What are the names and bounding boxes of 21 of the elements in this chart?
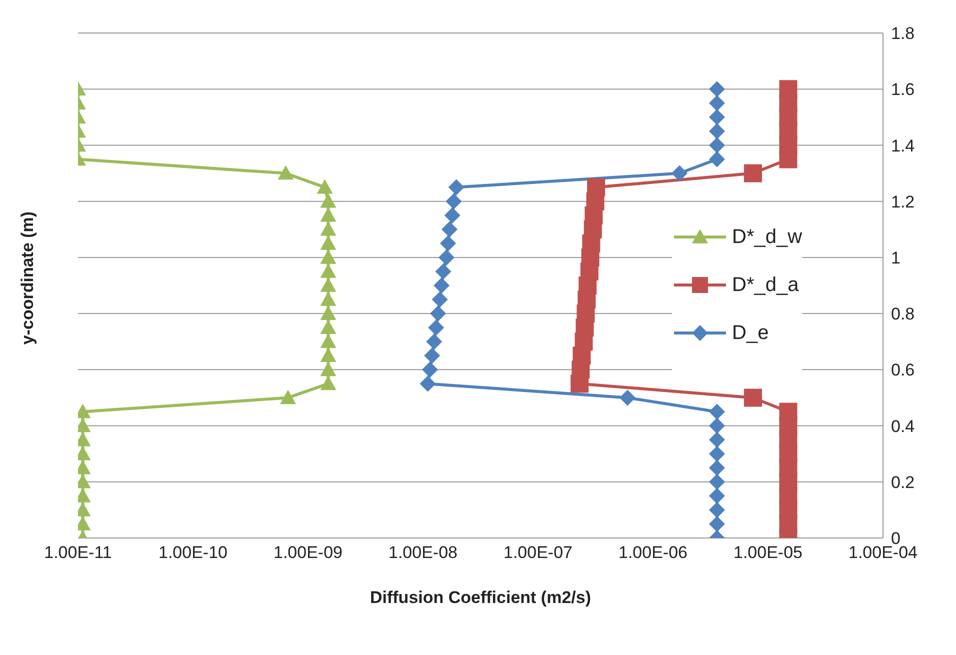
y-tick-label: 1 [891, 248, 900, 268]
y-tick-label: 0.8 [891, 304, 915, 324]
x-tick-label: 1.00E-08 [388, 543, 458, 562]
y-tick-label: 1.6 [891, 80, 915, 100]
y-tick-label: 1.2 [891, 192, 915, 212]
x-tick-label: 1.00E-05 [734, 543, 802, 562]
y-tick-label: 0.6 [891, 360, 915, 380]
y-axis-title: y-coordinate (m) [18, 211, 38, 345]
x-tick-label: 1.00E-11 [44, 543, 112, 562]
x-tick-label: 1.00E-09 [274, 543, 342, 562]
legend-label: D*_d_w [732, 226, 802, 248]
x-tick-label: 1.00E-07 [504, 543, 572, 562]
x-tick-label: 1.00E-10 [158, 543, 228, 562]
legend-label: D*_d_a [732, 274, 799, 296]
legend-label: D_e [732, 322, 769, 344]
y-tick-label: 0.4 [891, 416, 915, 436]
y-tick-label: 0.2 [891, 472, 915, 492]
x-tick-label: 1.00E-06 [618, 543, 688, 562]
x-axis-title: Diffusion Coefficient (m2/s) [370, 588, 592, 607]
y-tick-label: 1.4 [891, 136, 915, 156]
y-tick-label: 1.8 [891, 24, 915, 44]
